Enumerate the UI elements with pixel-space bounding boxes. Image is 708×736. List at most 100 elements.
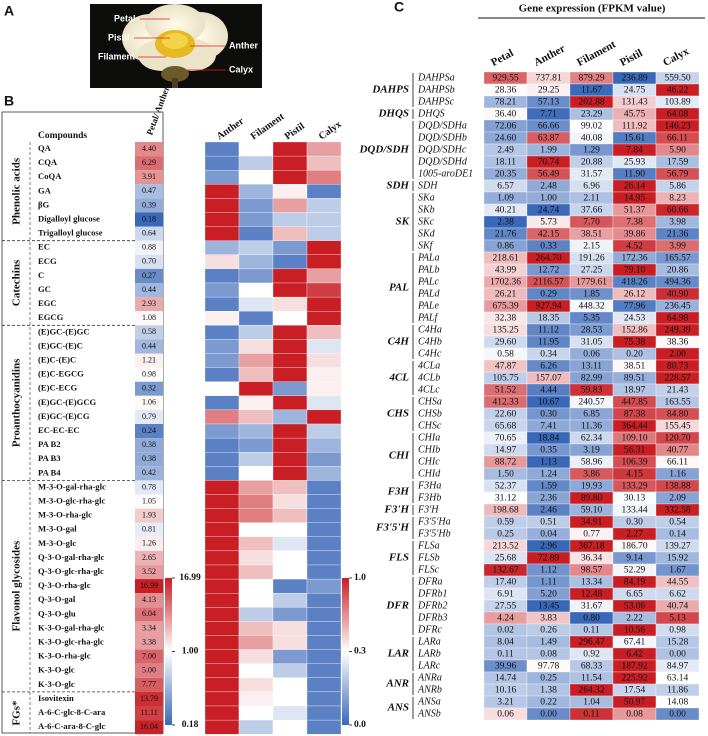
compound-name: C bbox=[38, 270, 44, 280]
heat-cell bbox=[272, 240, 308, 255]
ratio-label: 0.78 bbox=[142, 482, 156, 491]
group-label: 4CL bbox=[388, 372, 409, 384]
value-label: 10.56 bbox=[624, 626, 646, 636]
value-label: 172.36 bbox=[621, 254, 647, 264]
ratio-cell bbox=[135, 720, 163, 735]
value-label: 120.70 bbox=[664, 434, 690, 444]
ratio-cell bbox=[135, 240, 163, 255]
heat-cell bbox=[272, 254, 308, 270]
value-label: 72.06 bbox=[495, 122, 517, 132]
value-label: 78.21 bbox=[495, 98, 517, 108]
value-label: 59.10 bbox=[581, 506, 603, 516]
value-label: 139.27 bbox=[664, 542, 690, 552]
value-label: 26.12 bbox=[624, 290, 646, 300]
heat-cell bbox=[238, 212, 274, 227]
value-label: 66.11 bbox=[667, 458, 688, 468]
value-label: 14.08 bbox=[667, 698, 689, 708]
ratio-label: 1.93 bbox=[142, 510, 156, 519]
value-label: 15.28 bbox=[667, 638, 689, 648]
value-label: 5.13 bbox=[669, 614, 686, 624]
value-label: 2.22 bbox=[626, 614, 643, 624]
level-colorbar bbox=[342, 578, 349, 725]
value-label: 10.67 bbox=[538, 398, 560, 408]
column-header: Petal bbox=[489, 47, 516, 69]
ratio-label: 5.00 bbox=[142, 666, 156, 675]
heat-cell bbox=[306, 522, 342, 537]
value-label: 17.59 bbox=[667, 158, 689, 168]
heat-cell bbox=[238, 536, 274, 552]
gene-name: DFRb1 bbox=[417, 588, 447, 599]
gene-name: PALb bbox=[417, 264, 440, 275]
value-label: 0.33 bbox=[540, 242, 557, 252]
column-header: Anther bbox=[215, 115, 247, 142]
value-label: 191.26 bbox=[578, 254, 604, 264]
gene-name: CHSc bbox=[418, 420, 442, 431]
colorbar-label: 1.00 bbox=[182, 647, 199, 657]
heat-cell bbox=[238, 437, 274, 453]
heat-cell bbox=[272, 395, 308, 411]
heat-cell bbox=[204, 409, 240, 425]
value-label: 11.67 bbox=[581, 86, 602, 96]
heat-cell bbox=[204, 296, 240, 312]
value-label: 879.29 bbox=[578, 74, 604, 84]
ratio-label: 3.52 bbox=[142, 567, 156, 576]
value-label: 2.46 bbox=[540, 506, 557, 516]
heat-cell bbox=[306, 423, 342, 439]
value-label: 36.34 bbox=[581, 554, 603, 564]
value-label: 364.44 bbox=[621, 422, 647, 432]
heat-cell bbox=[204, 494, 240, 509]
heat-cell bbox=[238, 663, 274, 678]
compound-name: EC-EC-EC bbox=[38, 425, 80, 435]
compound-name: GC bbox=[38, 284, 51, 294]
compound-name: Q-3-O-gal-rha-glc bbox=[38, 552, 105, 562]
heat-cell bbox=[238, 466, 274, 481]
value-label: 1.12 bbox=[540, 566, 557, 576]
value-label: 3.21 bbox=[497, 698, 514, 708]
heat-cell bbox=[272, 719, 308, 735]
heat-cell bbox=[204, 480, 240, 495]
group-label: Phenolic acids bbox=[11, 157, 23, 225]
gene-name: DQD/SDHa bbox=[417, 120, 467, 131]
heat-cell bbox=[306, 170, 342, 185]
value-label: 103.89 bbox=[664, 98, 690, 108]
heat-cell bbox=[306, 621, 342, 636]
ratio-label: 3.38 bbox=[142, 637, 156, 646]
group-label: Catechins bbox=[11, 259, 23, 306]
ratio-label: 0.79 bbox=[142, 412, 156, 421]
value-label: 0.34 bbox=[540, 350, 557, 360]
compound-name: K-3-O-glc-rha-glc bbox=[38, 637, 104, 647]
heat-cell bbox=[238, 564, 274, 580]
gene-name: 4CLc bbox=[418, 384, 440, 395]
value-label: 2.11 bbox=[583, 194, 600, 204]
heat-cell bbox=[238, 170, 274, 185]
value-label: 44.55 bbox=[667, 578, 689, 588]
ratio-cell bbox=[135, 579, 163, 594]
ratio-cell bbox=[135, 353, 163, 368]
heat-cell bbox=[204, 170, 240, 185]
gene-name: C4Hb bbox=[418, 336, 442, 347]
value-label: 186.70 bbox=[621, 542, 647, 552]
value-label: 1779.61 bbox=[576, 278, 607, 288]
value-label: 47.87 bbox=[495, 362, 517, 372]
heat-cell bbox=[204, 339, 240, 354]
value-label: 13.34 bbox=[581, 578, 603, 588]
value-label: 27.25 bbox=[581, 266, 603, 276]
value-label: 155.45 bbox=[664, 422, 690, 432]
gene-name: PALd bbox=[417, 288, 440, 299]
heat-cell bbox=[204, 395, 240, 411]
colorbar-label: 16.99 bbox=[179, 573, 201, 583]
heat-cell bbox=[204, 311, 240, 326]
value-label: 111.92 bbox=[622, 122, 648, 132]
value-label: 4.52 bbox=[626, 242, 643, 252]
value-label: 5.86 bbox=[669, 182, 686, 192]
value-label: 5.35 bbox=[583, 314, 600, 324]
colorbar-label: 0.18 bbox=[182, 720, 199, 730]
value-label: 1.13 bbox=[540, 458, 557, 468]
heat-cell bbox=[272, 437, 308, 453]
value-label: 30.13 bbox=[624, 494, 646, 504]
ratio-label: 1.21 bbox=[142, 355, 156, 364]
value-label: 65.68 bbox=[495, 422, 517, 432]
value-label: 52.37 bbox=[495, 482, 517, 492]
value-label: 0.77 bbox=[583, 530, 600, 540]
ratio-label: 0.44 bbox=[142, 341, 156, 350]
